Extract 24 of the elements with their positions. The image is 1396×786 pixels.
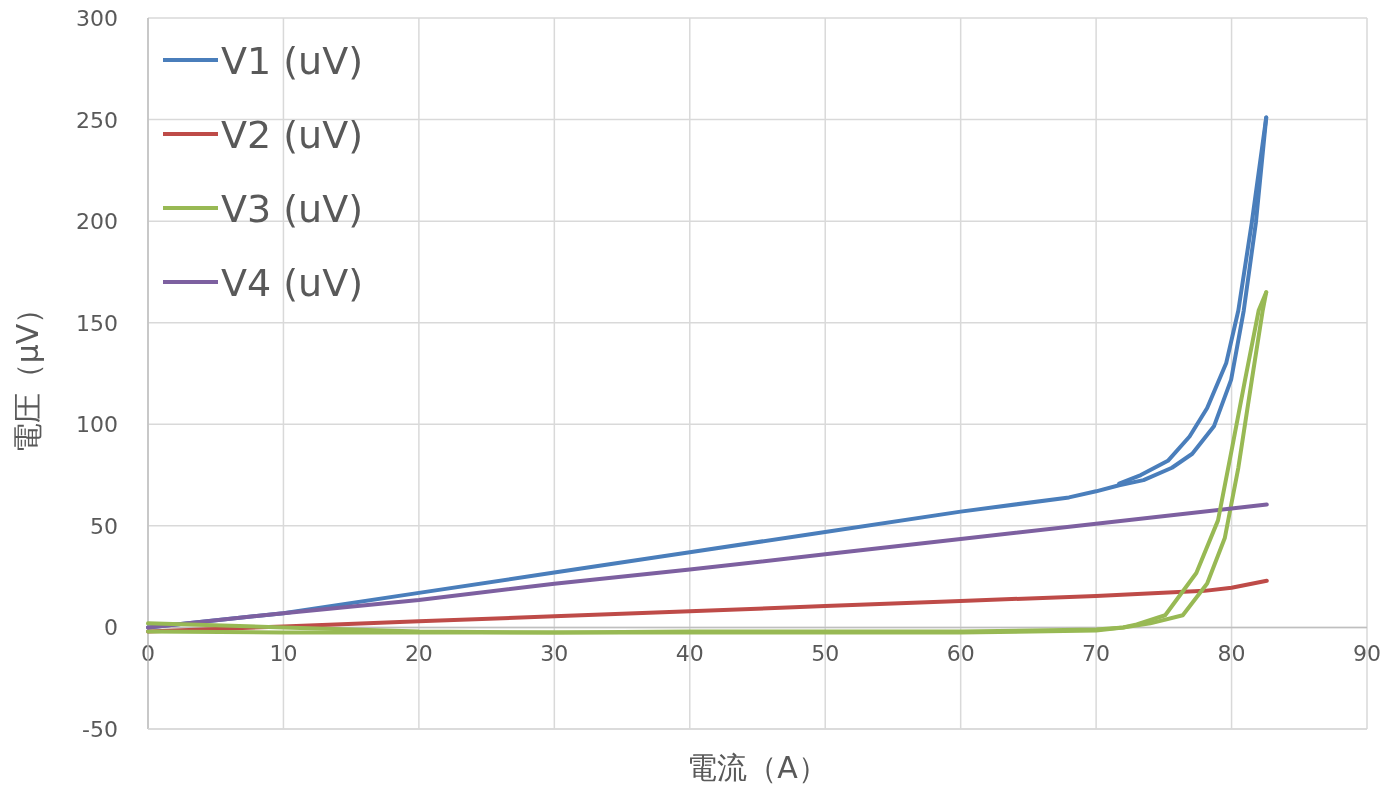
x-axis-title: 電流（A） — [687, 750, 828, 785]
x-tick-label: 70 — [1082, 641, 1111, 667]
x-tick-label: 60 — [946, 641, 975, 667]
y-axis-title: 電圧（μV） — [10, 293, 45, 454]
x-tick-label: 80 — [1217, 641, 1246, 667]
y-tick-label: 0 — [104, 615, 118, 641]
x-tick-label: 10 — [269, 641, 298, 667]
y-tick-label: 150 — [76, 310, 118, 336]
x-tick-label: 50 — [811, 641, 840, 667]
y-tick-label: 100 — [76, 412, 118, 438]
y-tick-label: -50 — [82, 717, 118, 742]
y-tick-label: 200 — [76, 209, 118, 235]
x-tick-label: 40 — [675, 641, 704, 667]
x-tick-label: 90 — [1353, 641, 1381, 667]
x-tick-label: 0 — [141, 641, 155, 667]
y-tick-label: 300 — [76, 6, 118, 31]
y-tick-label: 250 — [76, 107, 118, 133]
legend-label: V1 (uV) — [221, 39, 363, 83]
legend-label: V3 (uV) — [221, 187, 363, 231]
x-tick-label: 30 — [540, 641, 569, 667]
legend-label: V2 (uV) — [221, 113, 363, 157]
legend-label: V4 (uV) — [221, 261, 363, 305]
y-tick-label: 50 — [90, 513, 118, 539]
x-tick-label: 20 — [404, 641, 433, 667]
